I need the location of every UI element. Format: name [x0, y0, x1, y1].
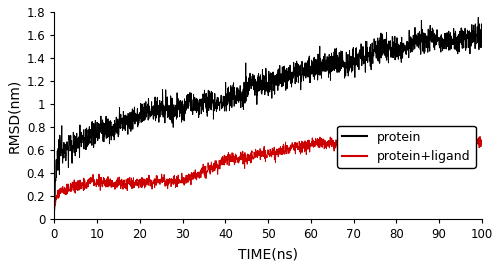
protein: [259, 89, 265, 92]
Legend: protein, protein+ligand: protein, protein+ligand: [337, 126, 475, 168]
protein: [388, 56, 394, 59]
protein+ligand: [467, 142, 473, 145]
protein+ligand: [248, 161, 254, 164]
protein+ligand: [74, 184, 80, 187]
protein: [248, 75, 254, 78]
protein+ligand: [52, 208, 58, 211]
protein: [466, 35, 472, 38]
protein+ligand: [479, 142, 485, 145]
protein: [73, 148, 79, 151]
protein+ligand: [52, 206, 58, 209]
protein+ligand: [458, 131, 464, 134]
protein+ligand: [466, 146, 472, 149]
protein: [466, 29, 472, 32]
protein+ligand: [388, 148, 394, 151]
X-axis label: TIME(ns): TIME(ns): [238, 247, 298, 261]
protein: [476, 16, 482, 19]
protein: [479, 31, 485, 34]
Y-axis label: RMSD(nm): RMSD(nm): [7, 79, 21, 153]
protein: [52, 218, 58, 221]
Line: protein+ligand: protein+ligand: [54, 133, 482, 210]
protein+ligand: [260, 154, 266, 158]
Line: protein: protein: [54, 17, 482, 219]
